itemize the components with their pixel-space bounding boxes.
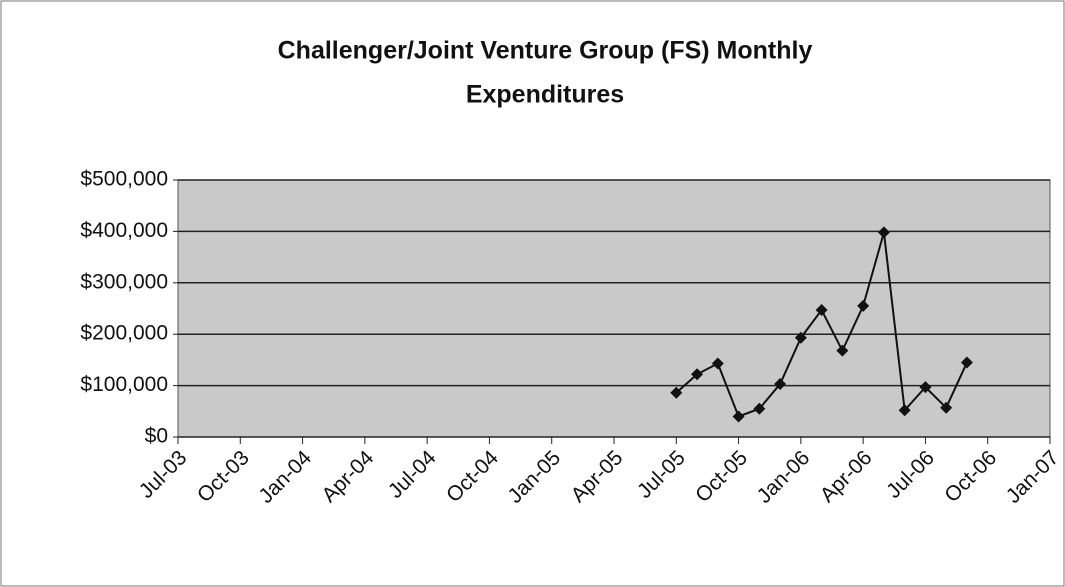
marker bbox=[670, 386, 683, 399]
marker bbox=[898, 404, 911, 417]
chart-title: Challenger/Joint Venture Group (FS) Mont… bbox=[278, 37, 813, 65]
y-tick-label: $500,000 bbox=[80, 168, 168, 191]
marker bbox=[940, 401, 953, 414]
marker bbox=[919, 381, 932, 394]
y-tick-label: $100,000 bbox=[80, 373, 168, 396]
marker bbox=[691, 368, 704, 381]
chart-title: Expenditures bbox=[466, 81, 624, 109]
marker bbox=[732, 410, 745, 423]
marker bbox=[753, 402, 766, 415]
y-tick-label: $300,000 bbox=[80, 270, 168, 293]
marker bbox=[711, 357, 724, 370]
y-tick-label: $400,000 bbox=[80, 219, 168, 242]
marker bbox=[877, 226, 890, 239]
marker bbox=[836, 344, 849, 357]
plot-area bbox=[177, 179, 1051, 438]
marker bbox=[794, 331, 807, 344]
marker bbox=[960, 356, 973, 369]
marker bbox=[857, 299, 870, 312]
marker bbox=[815, 304, 828, 317]
marker bbox=[774, 378, 787, 391]
y-tick-label: $200,000 bbox=[80, 322, 168, 345]
y-tick-label: $0 bbox=[145, 425, 168, 448]
